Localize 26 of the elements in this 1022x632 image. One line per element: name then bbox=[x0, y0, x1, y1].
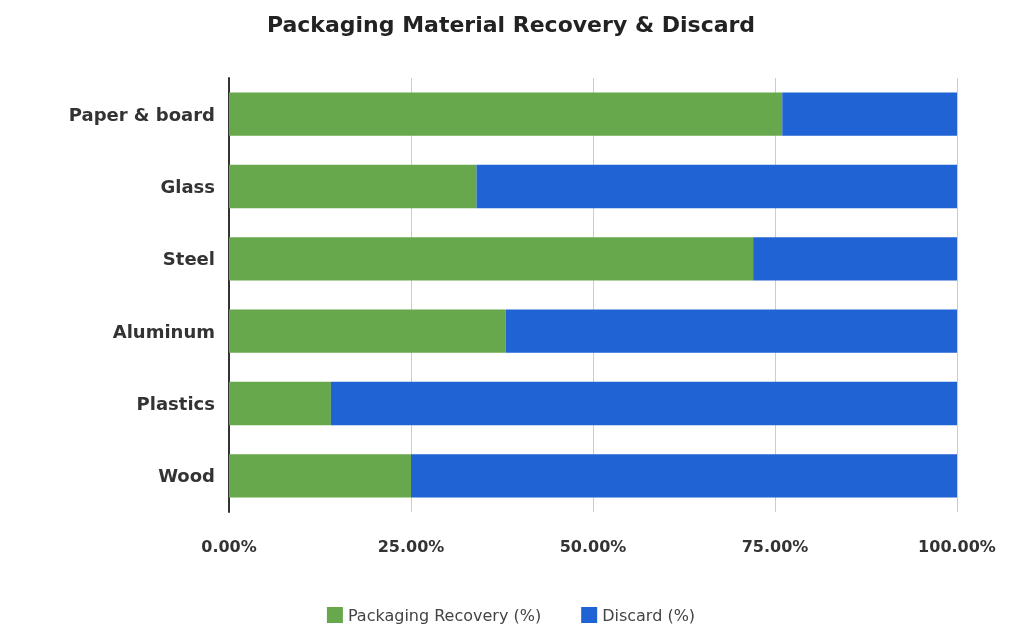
bar bbox=[411, 454, 957, 498]
y-tick-label: Aluminum bbox=[112, 320, 215, 342]
bar bbox=[229, 309, 506, 353]
bar bbox=[229, 237, 754, 281]
x-tick-label: 25.00% bbox=[377, 536, 445, 556]
bar bbox=[229, 164, 477, 209]
x-tick-label: 0.00% bbox=[201, 536, 257, 556]
x-tick-label: 75.00% bbox=[741, 536, 809, 556]
bar bbox=[782, 92, 957, 136]
bar bbox=[229, 454, 411, 498]
bar bbox=[229, 92, 783, 136]
legend-label: Discard (%) bbox=[602, 605, 696, 625]
x-tick-label: 100.00% bbox=[918, 536, 996, 556]
bar bbox=[229, 381, 331, 426]
y-tick-label: Steel bbox=[162, 248, 215, 270]
x-tick-label: 50.00% bbox=[559, 536, 627, 556]
bar bbox=[330, 381, 957, 426]
legend-label: Packaging Recovery (%) bbox=[347, 605, 542, 625]
bar bbox=[753, 237, 957, 281]
bar bbox=[476, 164, 957, 209]
y-tick-label: Glass bbox=[160, 176, 215, 197]
y-tick-label: Wood bbox=[158, 465, 215, 487]
chart-title: Packaging Material Recovery & Discard bbox=[266, 11, 756, 37]
y-tick-label: Plastics bbox=[136, 393, 215, 414]
y-tick-label: Paper & board bbox=[68, 103, 215, 125]
bar bbox=[505, 309, 957, 353]
